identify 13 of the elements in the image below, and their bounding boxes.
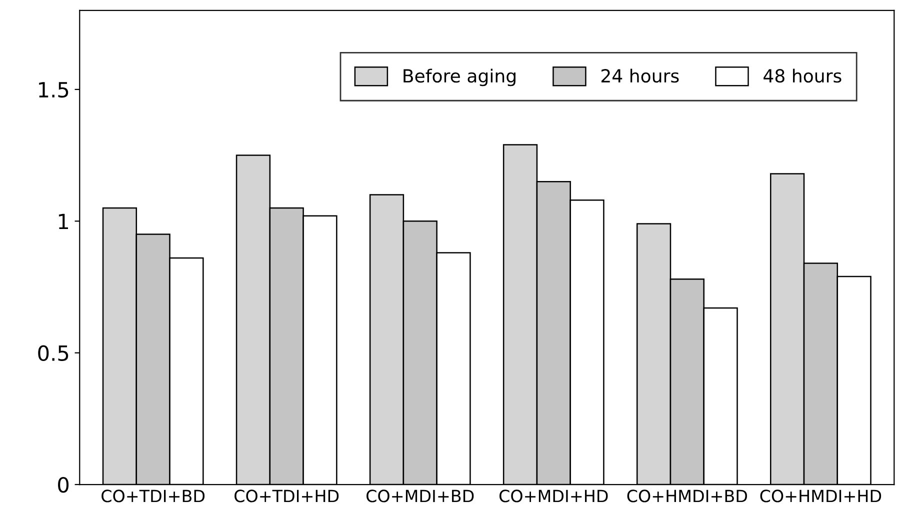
y-tick-label: 1 [58, 214, 68, 230]
y-tick-label: 0.5 [38, 345, 68, 362]
legend-label: 48 hours [764, 68, 842, 83]
x-tick-label: CO+TDI+BD [102, 490, 205, 502]
legend-label: 24 hours [601, 68, 679, 83]
x-tick-label: CO+HMDI+HD [760, 490, 882, 502]
y-tick-label: 0 [58, 476, 69, 493]
x-tick-label: CO+TDI+HD [234, 490, 339, 502]
legend-label: Before aging [404, 68, 516, 86]
x-tick-label: CO+HMDI+BD [627, 490, 747, 502]
x-tick-label: CO+MDI+HD [499, 490, 608, 502]
x-tick-label: CO+MDI+BD [366, 490, 474, 502]
y-tick-label: 1.5 [39, 82, 68, 98]
